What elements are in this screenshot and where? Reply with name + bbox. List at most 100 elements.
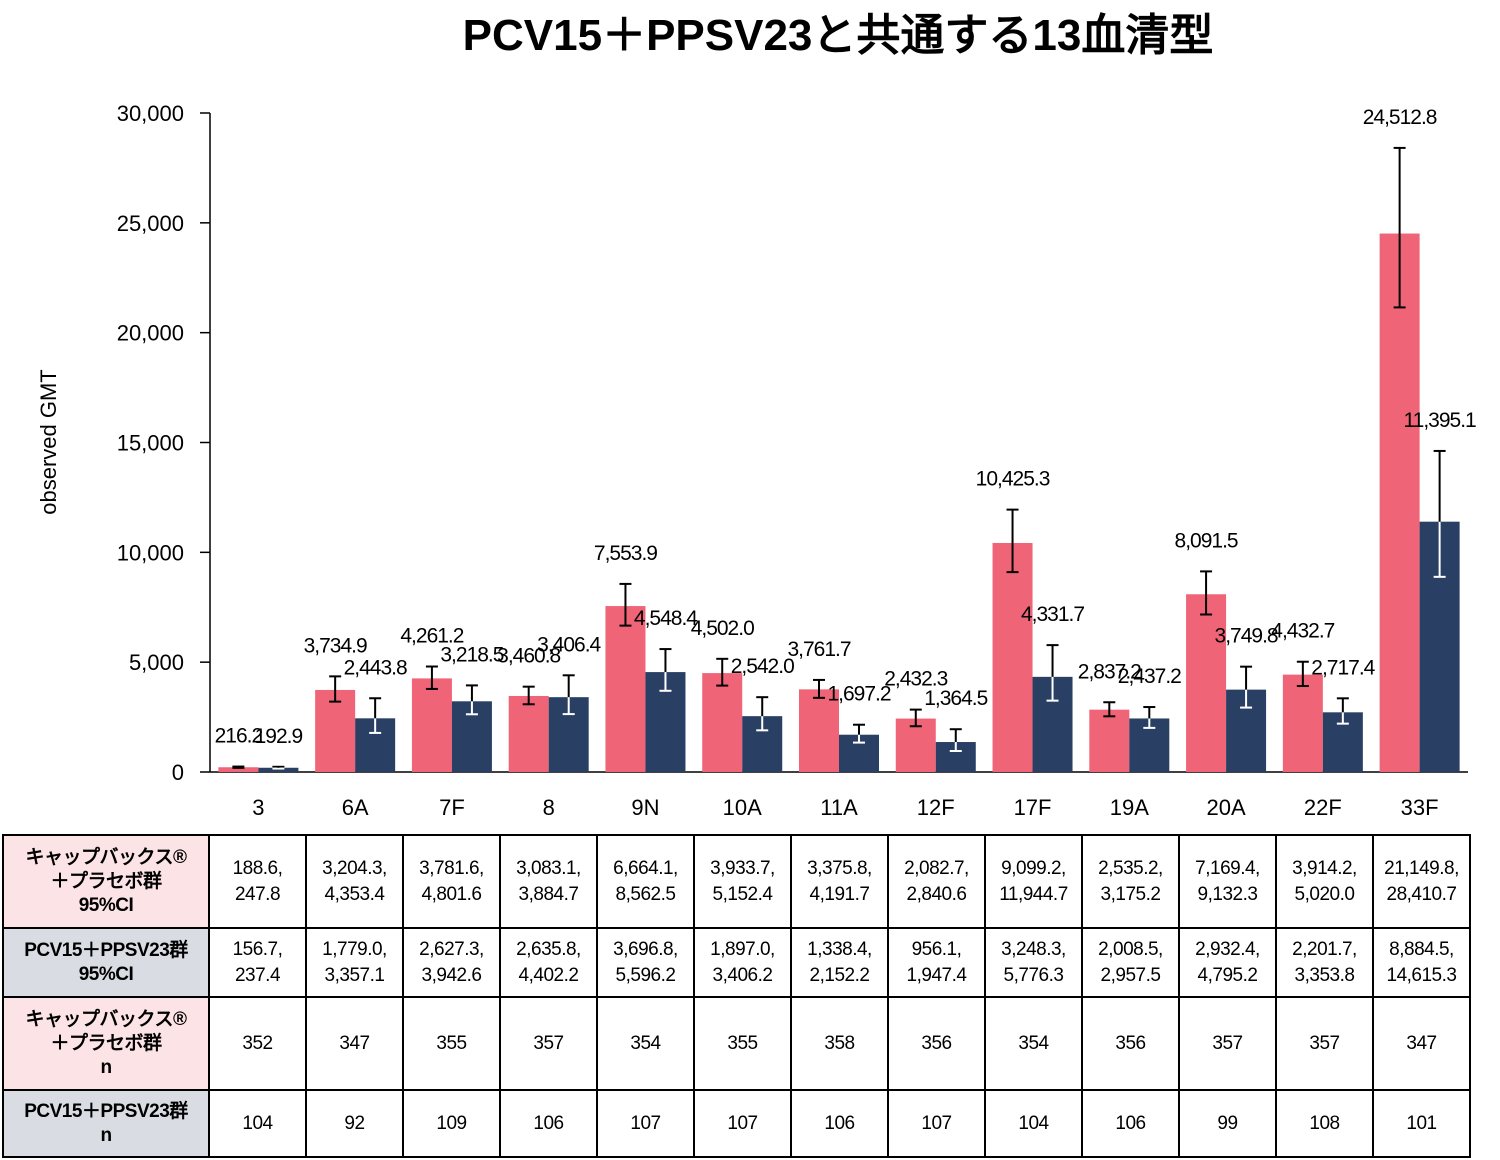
error-bar <box>369 697 382 734</box>
table-cell: 6,664.1, 8,562.5 <box>596 833 695 930</box>
error-bar <box>1336 697 1349 725</box>
bar-series1 <box>1379 233 1420 772</box>
x-tick-label: 10A <box>723 795 762 820</box>
table-cell: 1,338.4, 2,152.2 <box>790 927 889 998</box>
data-label-series1: 24,512.8 <box>1363 106 1437 129</box>
error-bar <box>1103 701 1116 718</box>
data-label-series2: 2,717.4 <box>1311 656 1375 679</box>
table-cell: 2,932.4, 4,795.2 <box>1178 927 1277 998</box>
x-tick-label: 17F <box>1014 795 1052 820</box>
y-axis-label: observed GMT <box>36 369 61 515</box>
y-tick-label: 20,000 <box>117 321 184 346</box>
data-label-series1: 4,261.2 <box>400 625 463 648</box>
x-tick-label: 19A <box>1110 795 1149 820</box>
table-cell: 956.1, 1,947.4 <box>887 927 986 998</box>
table-cell: 99 <box>1178 1089 1277 1158</box>
table-cell: 101 <box>1372 1089 1471 1158</box>
table-cell: 106 <box>499 1089 598 1158</box>
table-cell: 188.6, 247.8 <box>208 833 307 930</box>
table-cell: 356 <box>1081 995 1180 1092</box>
x-tick-label: 6A <box>342 795 369 820</box>
error-bar <box>1006 508 1019 574</box>
data-label-series1: 4,432.7 <box>1271 620 1334 643</box>
data-label-series2: 2,542.0 <box>731 655 794 678</box>
table-cell: 3,083.1, 3,884.7 <box>499 833 598 930</box>
row-header: PCV15＋PPSV23群 n <box>2 1089 210 1158</box>
data-label-series2: 4,548.4 <box>634 607 698 630</box>
table-cell: 357 <box>1275 995 1374 1092</box>
bar-series1 <box>605 606 646 772</box>
bar-series1 <box>702 673 743 772</box>
table-cell: 106 <box>790 1089 889 1158</box>
error-bar <box>329 675 342 703</box>
table-cell: 357 <box>499 995 598 1092</box>
error-bar <box>1046 644 1059 702</box>
error-bar <box>562 674 575 716</box>
table-cell: 3,914.2, 5,020.0 <box>1275 833 1374 930</box>
table-cell: 356 <box>887 995 986 1092</box>
table-cell: 8,884.5, 14,615.3 <box>1372 927 1471 998</box>
bar-series1 <box>1282 674 1323 772</box>
table-cell: 347 <box>305 995 404 1092</box>
table-cell: 2,627.3, 3,942.6 <box>402 927 501 998</box>
table-cell: 1,779.0, 3,357.1 <box>305 927 404 998</box>
table-cell: 355 <box>693 995 792 1092</box>
chart-title: PCV15＋PPSV23と共通する13血清型 <box>463 11 1214 60</box>
data-label-series2: 3,406.4 <box>537 633 601 656</box>
error-bar <box>1200 570 1213 616</box>
y-tick-label: 0 <box>172 760 184 785</box>
y-tick-label: 5,000 <box>129 650 184 675</box>
bar-series1 <box>1186 594 1227 772</box>
data-label-series2: 2,437.2 <box>1118 665 1181 688</box>
table-cell: 357 <box>1178 995 1277 1092</box>
table-row: キャップバックス® ＋プラセボ群 n 352 347 355 357 354 355 358 3… <box>2 995 1471 1092</box>
row-header: キャップバックス® ＋プラセボ群 95%CI <box>2 833 210 930</box>
table-cell: 3,248.3, 5,776.3 <box>984 927 1083 998</box>
table-cell: 104 <box>208 1089 307 1158</box>
data-label-series1: 3,761.7 <box>787 638 850 661</box>
error-bar <box>909 708 922 728</box>
data-label-series1: 10,425.3 <box>976 468 1050 491</box>
table-cell: 355 <box>402 995 501 1092</box>
bar-series1 <box>411 678 452 772</box>
x-tick-label: 22F <box>1304 795 1342 820</box>
bar-series1 <box>315 689 356 772</box>
data-label-series2: 4,331.7 <box>1021 603 1084 626</box>
x-tick-label: 9N <box>631 795 659 820</box>
bar-series2 <box>258 767 299 772</box>
table-cell: 358 <box>790 995 889 1092</box>
table-cell: 21,149.8, 28,410.7 <box>1372 833 1471 930</box>
error-bar <box>1433 449 1446 578</box>
data-label-series1: 2,432.3 <box>884 668 947 691</box>
error-bar <box>465 684 478 716</box>
ci-table: キャップバックス® ＋プラセボ群 95%CI 188.6, 247.8 3,204.… <box>2 833 1471 1158</box>
error-bar <box>756 696 769 732</box>
table-row: PCV15＋PPSV23群 n 104 92 109 106 107 107 106 107 10… <box>2 1089 1471 1158</box>
error-bar <box>522 685 535 706</box>
table-row: PCV15＋PPSV23群 95%CI 156.7, 237.4 1,779.0, … <box>2 927 1471 998</box>
x-tick-label: 3 <box>252 795 264 820</box>
row-header: キャップバックス® ＋プラセボ群 n <box>2 995 210 1092</box>
table-cell: 109 <box>402 1089 501 1158</box>
data-label-series1: 2,837.2 <box>1078 660 1141 683</box>
data-label-series2: 192.9 <box>255 725 303 748</box>
bar-series1 <box>1089 709 1130 772</box>
bar-series1 <box>992 542 1033 772</box>
bar-series1 <box>218 767 259 772</box>
table-cell: 347 <box>1372 995 1471 1092</box>
data-label-series2: 1,697.2 <box>827 683 890 706</box>
table-cell: 104 <box>984 1089 1083 1158</box>
y-tick-label: 25,000 <box>117 211 184 236</box>
table-cell: 2,082.7, 2,840.6 <box>887 833 986 930</box>
error-bar <box>619 582 632 627</box>
error-bar <box>1143 706 1156 729</box>
value-labels-layer: 216.2192.93,734.92,443.84,261.23,218.53,… <box>215 106 1477 748</box>
table-cell: 3,696.8, 5,596.2 <box>596 927 695 998</box>
data-label-series1: 8,091.5 <box>1175 529 1238 552</box>
table-cell: 1,897.0, 3,406.2 <box>693 927 792 998</box>
table-cell: 9,099.2, 11,944.7 <box>984 833 1083 930</box>
table-cell: 107 <box>887 1089 986 1158</box>
y-axis: 0 5,000 10,000 15,000 20,000 25,000 30,000 <box>117 101 1468 785</box>
table-cell: 106 <box>1081 1089 1180 1158</box>
data-label-series1: 3,460.8 <box>497 645 560 668</box>
